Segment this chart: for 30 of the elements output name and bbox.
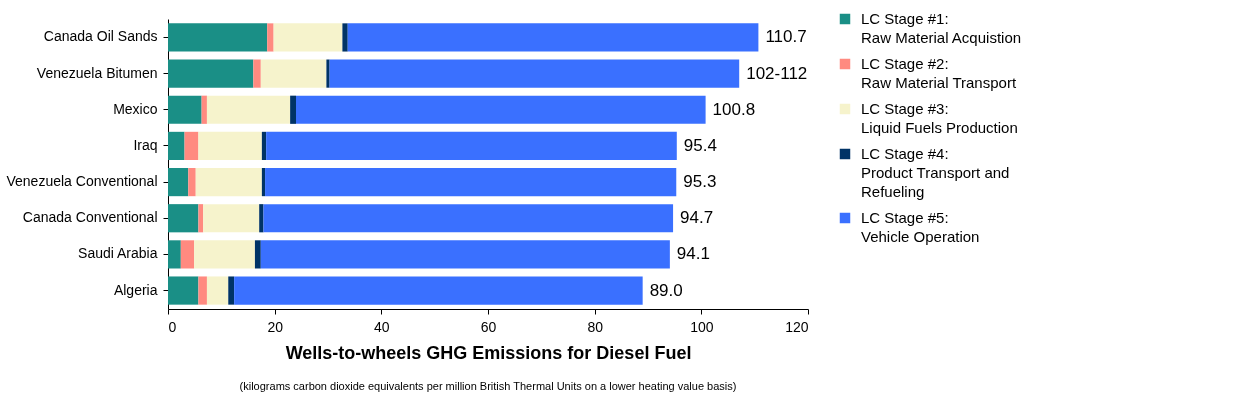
y-tick-label: Algeria: [113, 281, 158, 298]
y-tick-label: Canada Conventional: [22, 209, 158, 226]
legend-label: LC Stage #5: Vehicle Operation: [861, 209, 980, 245]
legend-label: LC Stage #1: Raw Material Acquistion: [861, 10, 1022, 46]
y-tick-label: Canada Oil Sands: [43, 28, 158, 45]
x-tick-label: 120: [785, 318, 809, 335]
x-tick-label: 0: [168, 318, 177, 335]
x-tick-label: 20: [267, 318, 284, 335]
total-label: 95.4: [683, 135, 717, 155]
total-label: 89.0: [649, 280, 683, 300]
total-label: 94.7: [680, 208, 714, 228]
x-tick-label: 40: [374, 318, 390, 335]
y-tick-label: Venezuela Bitumen: [36, 64, 158, 81]
legend-label: LC Stage #4: Product Transport and Refueling: [861, 145, 1010, 200]
y-tick-label: Mexico: [113, 100, 158, 117]
x-axis-title: Wells-to-wheels GHG Emissions for Diesel Fuel: [285, 342, 692, 363]
legend-label: LC Stage #3: Liquid Fuels Production: [861, 100, 1018, 136]
x-tick-label: 60: [480, 318, 497, 335]
text: (kilograms carbon dioxide equivalents per million British Thermal Units on a lower heating value basis): [239, 380, 737, 392]
total-label: 102-112: [746, 63, 808, 83]
y-tick-label: Iraq: [133, 136, 158, 153]
y-tick-label: Saudi Arabia: [78, 245, 158, 262]
total-label: 95.3: [683, 172, 717, 192]
x-tick-label: 100: [690, 318, 714, 335]
total-label: 94.1: [676, 244, 710, 264]
legend-label: LC Stage #2: Raw Material Transport: [861, 55, 1017, 91]
total-label: 110.7: [765, 27, 807, 47]
y-tick-label: Venezuela Conventional: [6, 173, 158, 190]
x-tick-label: 80: [587, 318, 604, 335]
total-label: 100.8: [712, 99, 756, 119]
